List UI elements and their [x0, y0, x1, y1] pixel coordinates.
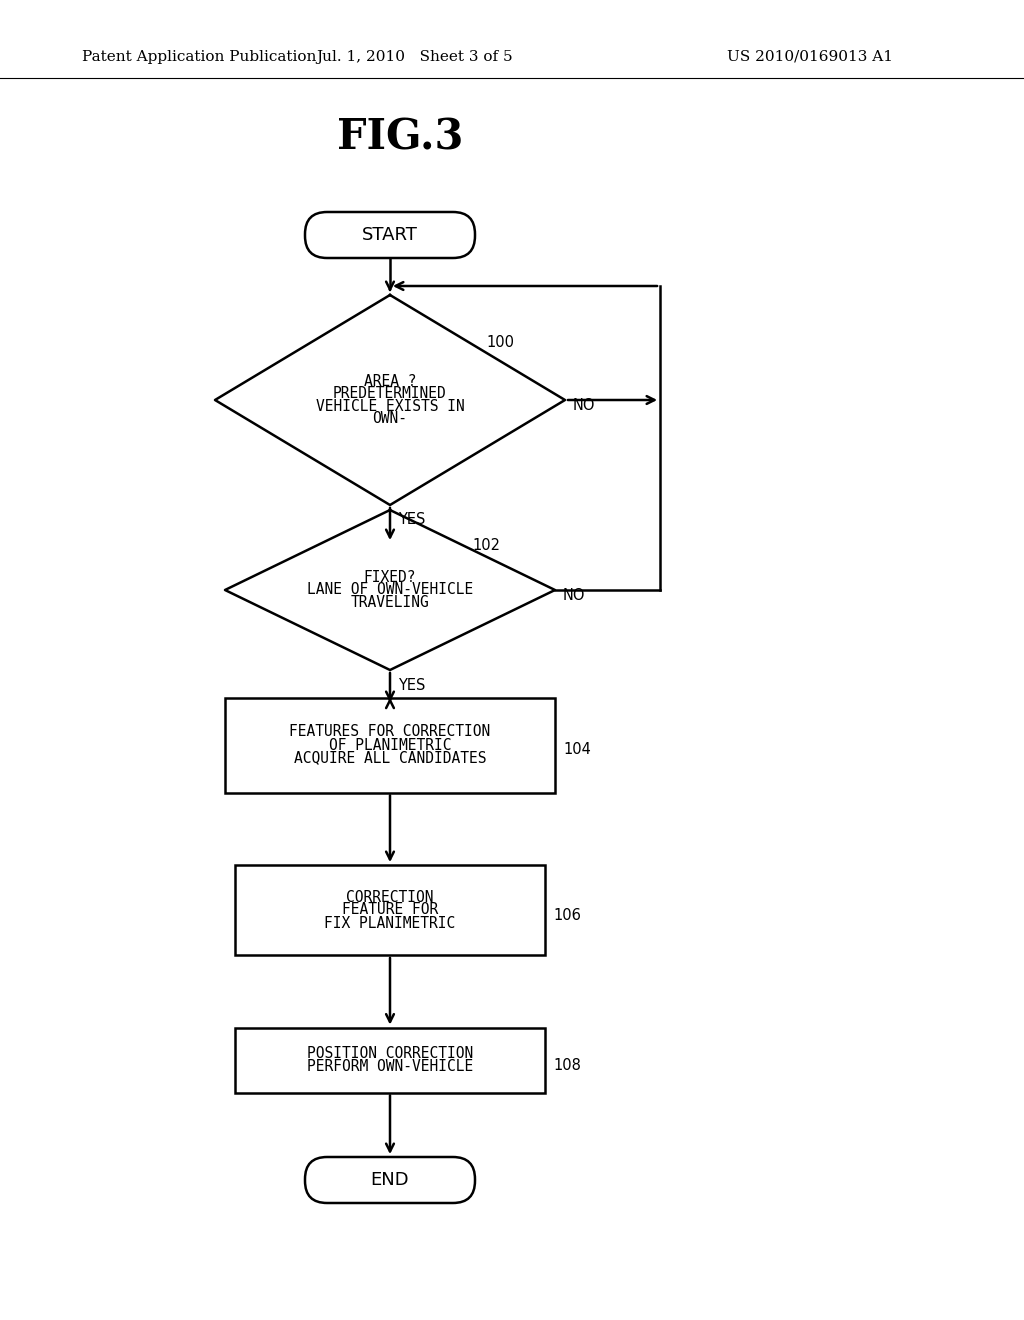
Text: YES: YES	[398, 512, 425, 528]
Text: FIXED?: FIXED?	[364, 570, 416, 585]
Text: VEHICLE EXISTS IN: VEHICLE EXISTS IN	[315, 399, 464, 413]
Text: LANE OF OWN-VEHICLE: LANE OF OWN-VEHICLE	[307, 582, 473, 598]
FancyBboxPatch shape	[305, 213, 475, 257]
Text: END: END	[371, 1171, 410, 1189]
Text: TRAVELING: TRAVELING	[350, 595, 429, 610]
Text: OF PLANIMETRIC: OF PLANIMETRIC	[329, 738, 452, 752]
Text: 108: 108	[553, 1057, 581, 1072]
Text: US 2010/0169013 A1: US 2010/0169013 A1	[727, 50, 893, 63]
Text: Patent Application Publication: Patent Application Publication	[82, 50, 316, 63]
Bar	[225, 697, 555, 792]
Text: NO: NO	[563, 587, 586, 602]
Text: FEATURE FOR: FEATURE FOR	[342, 903, 438, 917]
FancyBboxPatch shape	[305, 1158, 475, 1203]
Text: PREDETERMINED: PREDETERMINED	[333, 387, 446, 401]
Text: 106: 106	[553, 908, 581, 923]
Text: OWN-: OWN-	[373, 411, 408, 426]
Text: 100: 100	[486, 335, 514, 350]
Text: FEATURES FOR CORRECTION: FEATURES FOR CORRECTION	[290, 725, 490, 739]
Text: YES: YES	[398, 677, 425, 693]
Text: CORRECTION: CORRECTION	[346, 890, 434, 904]
Text: AREA ?: AREA ?	[364, 374, 416, 389]
Text: FIX PLANIMETRIC: FIX PLANIMETRIC	[325, 916, 456, 931]
Text: PERFORM OWN-VEHICLE: PERFORM OWN-VEHICLE	[307, 1059, 473, 1074]
Text: FIG.3: FIG.3	[337, 117, 463, 158]
Bar	[234, 865, 545, 954]
Text: NO: NO	[573, 397, 596, 412]
Text: POSITION CORRECTION: POSITION CORRECTION	[307, 1045, 473, 1061]
Text: Jul. 1, 2010   Sheet 3 of 5: Jul. 1, 2010 Sheet 3 of 5	[316, 50, 513, 63]
Bar	[234, 1027, 545, 1093]
Text: START: START	[362, 226, 418, 244]
Text: ACQUIRE ALL CANDIDATES: ACQUIRE ALL CANDIDATES	[294, 751, 486, 766]
Text: 102: 102	[472, 539, 501, 553]
Text: 104: 104	[563, 742, 591, 758]
